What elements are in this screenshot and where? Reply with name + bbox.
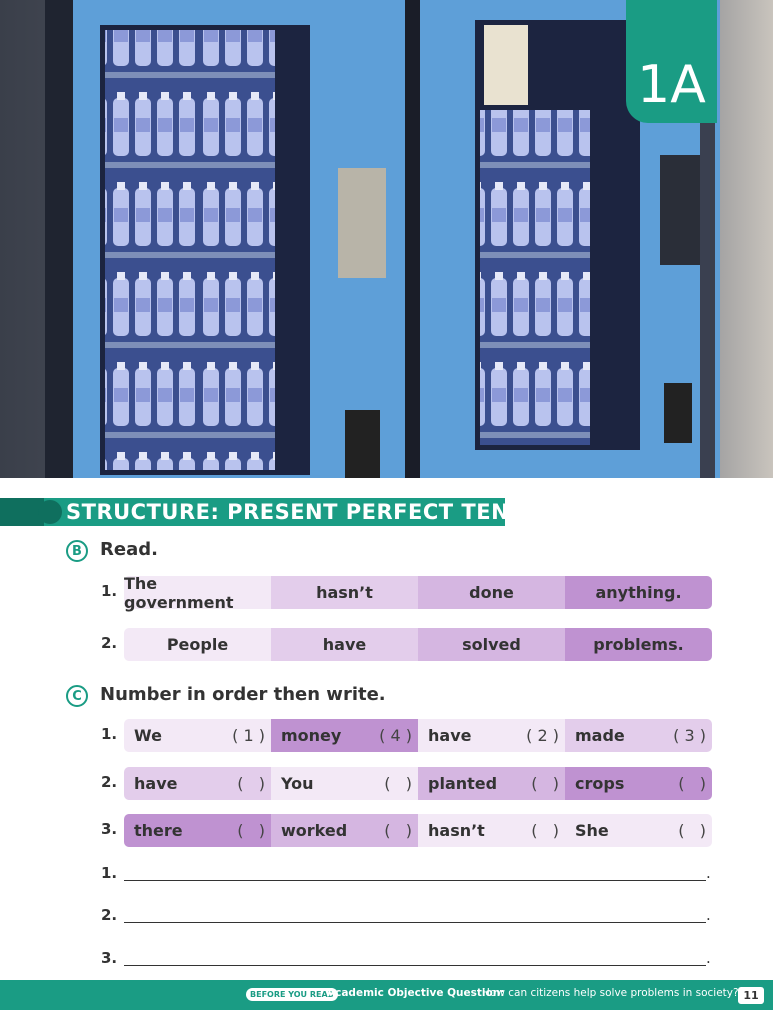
word: have — [428, 726, 472, 745]
word: money — [281, 726, 342, 745]
word-cell: money ( 4 ) — [271, 719, 418, 752]
order-number: ( ) — [678, 774, 706, 793]
row-number: 2. — [101, 634, 118, 652]
order-number: ( 3 ) — [673, 726, 706, 745]
footer-tag: BEFORE YOU READ — [246, 988, 339, 1001]
word: crops — [575, 774, 625, 793]
order-number: ( ) — [237, 774, 265, 793]
line-number: 1. — [101, 864, 118, 882]
word-cell: anything. — [565, 576, 712, 609]
order-number: ( 1 ) — [232, 726, 265, 745]
row-number: 2. — [101, 773, 118, 791]
word-cell: worked ( ) — [271, 814, 418, 847]
word-cell: hasn’t — [271, 576, 418, 609]
word: have — [134, 774, 178, 793]
word-cell: made ( 3 ) — [565, 719, 712, 752]
word: hasn’t — [428, 821, 485, 840]
word: We — [134, 726, 162, 745]
exercise-letter: B — [66, 540, 88, 562]
word: made — [575, 726, 625, 745]
order-number: ( ) — [237, 821, 265, 840]
word: planted — [428, 774, 498, 793]
unit-badge: 1A — [626, 0, 717, 123]
row-number: 3. — [101, 820, 118, 838]
word-cell: We ( 1 ) — [124, 719, 271, 752]
word-cell: have — [271, 628, 418, 661]
order-number: ( 2 ) — [526, 726, 559, 745]
line-number: 2. — [101, 906, 118, 924]
word: She — [575, 821, 609, 840]
word-cell: have ( ) — [124, 767, 271, 800]
row-number: 1. — [101, 725, 118, 743]
instruction: Number in order then write. — [100, 684, 386, 705]
row-number: 1. — [101, 582, 118, 600]
section-title: STRUCTURE: PRESENT PERFECT TENSE — [66, 500, 540, 524]
word-cell: crops ( ) — [565, 767, 712, 800]
write-line — [124, 880, 706, 881]
section-bar — [0, 498, 505, 526]
order-number: ( ) — [531, 821, 559, 840]
word-cell: problems. — [565, 628, 712, 661]
word: You — [281, 774, 314, 793]
word-cell: You ( ) — [271, 767, 418, 800]
instruction: Read. — [100, 539, 158, 560]
word-cell: solved — [418, 628, 565, 661]
word-cell: planted ( ) — [418, 767, 565, 800]
order-number: ( ) — [384, 774, 412, 793]
order-number: ( ) — [531, 774, 559, 793]
section-bar-left — [0, 498, 44, 526]
exercise-letter: C — [66, 685, 88, 707]
footer-question: How can citizens help solve problems in … — [482, 987, 739, 999]
line-end: . — [706, 949, 711, 967]
section-dot — [38, 500, 62, 524]
order-number: ( ) — [384, 821, 412, 840]
page-number: 11 — [738, 987, 764, 1004]
word-cell: have ( 2 ) — [418, 719, 565, 752]
order-number: ( 4 ) — [379, 726, 412, 745]
line-number: 3. — [101, 949, 118, 967]
footer-label: Academic Objective Question: — [327, 987, 505, 999]
word-cell: there ( ) — [124, 814, 271, 847]
word-cell: hasn’t ( ) — [418, 814, 565, 847]
word-cell: People — [124, 628, 271, 661]
word-cell: The government — [124, 574, 271, 612]
order-number: ( ) — [678, 821, 706, 840]
footer-bar — [0, 980, 773, 1010]
write-line — [124, 965, 706, 966]
word-cell: She ( ) — [565, 814, 712, 847]
line-end: . — [706, 864, 711, 882]
word: worked — [281, 821, 348, 840]
line-end: . — [706, 906, 711, 924]
write-line — [124, 922, 706, 923]
word-cell: done — [418, 576, 565, 609]
word: there — [134, 821, 183, 840]
